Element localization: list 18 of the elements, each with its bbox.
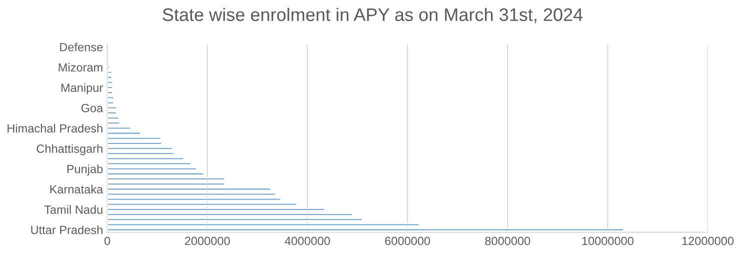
y-tick-label: Manipur: [61, 83, 103, 94]
x-tick-label: 4000000: [284, 236, 330, 246]
chart-title: State wise enrolment in APY as on March 31st, 2024: [162, 8, 583, 24]
x-tick-label: 10000000: [582, 236, 634, 246]
y-tick-label: Defense: [60, 42, 103, 52]
y-tick-label: Himachal Pradesh: [8, 124, 102, 133]
x-tick-label: 6000000: [385, 236, 430, 246]
y-tick-label: Uttar Pradesh: [31, 225, 102, 234]
x-tick-label: 0: [104, 236, 110, 246]
y-tick-label: Chhattisgarh: [36, 144, 102, 156]
x-tick-label: 2000000: [184, 236, 230, 246]
x-tick-label: 8000000: [485, 236, 530, 246]
y-tick-label: Goa: [81, 104, 104, 112]
y-tick-label: Mizoram: [58, 62, 102, 72]
y-tick-label: Tamil Nadu: [44, 205, 102, 214]
x-tick-label: 12000000: [682, 236, 734, 246]
y-tick-label: Karnataka: [50, 184, 104, 194]
y-tick-label: Punjab: [67, 164, 103, 176]
